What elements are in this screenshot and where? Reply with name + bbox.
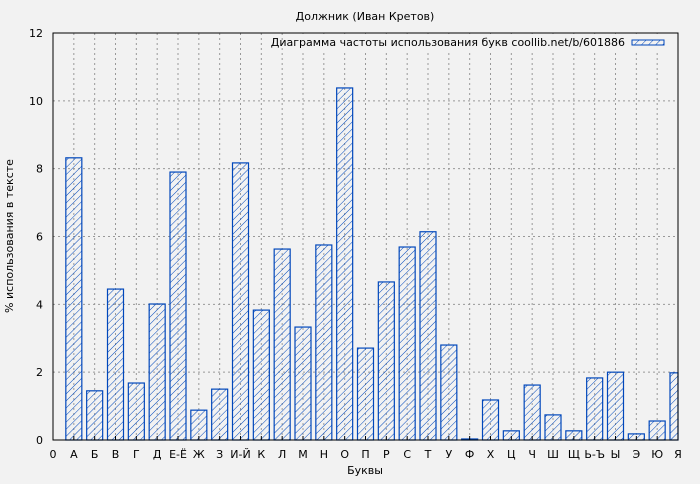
x-tick-label: Ь-Ъ: [584, 448, 605, 461]
x-tick-label: А: [70, 448, 78, 461]
x-tick-label: З: [216, 448, 223, 461]
x-tick-label: Ю: [651, 448, 663, 461]
bar-Б: [86, 390, 104, 441]
legend: Диаграмма частоты использования букв coo…: [271, 34, 676, 50]
plot-frame: [52, 32, 679, 441]
bar-Л: [273, 248, 291, 441]
x-tick-label: Я: [674, 448, 682, 461]
x-tick-label: Ц: [507, 448, 516, 461]
y-tick-label: 10: [29, 95, 43, 108]
x-tick-label: Ф: [465, 448, 474, 461]
bar-К: [252, 309, 270, 441]
x-tick-label: М: [298, 448, 308, 461]
y-tick-label: 0: [36, 434, 43, 447]
x-tick-label: Н: [320, 448, 328, 461]
y-tick-label: 2: [36, 366, 43, 379]
bar-И-Й: [231, 162, 250, 441]
x-tick-label: Х: [487, 448, 495, 461]
bar-Н: [315, 244, 333, 441]
x-tick-label: О: [340, 448, 349, 461]
legend-label: Диаграмма частоты использования букв coo…: [271, 36, 625, 49]
x-axis-label: Буквы: [347, 464, 383, 477]
x-tick-label: Ы: [611, 448, 621, 461]
x-tick-label: Ч: [528, 448, 536, 461]
x-tick-label: Г: [133, 448, 140, 461]
x-tick-label: Э: [632, 448, 640, 461]
x-tick-label: Щ: [568, 448, 580, 461]
bar-Д: [148, 303, 166, 441]
y-tick-label: 6: [36, 231, 43, 244]
bar-З: [211, 388, 229, 441]
legend-swatch: [631, 39, 665, 46]
y-tick-label: 12: [29, 27, 43, 40]
x-tick-label: П: [361, 448, 369, 461]
x-tick-label: У: [445, 448, 452, 461]
bar-Е-Ё: [169, 171, 187, 441]
x-tick-label: С: [403, 448, 411, 461]
x-tick-label: Е-Ё: [169, 448, 187, 461]
bar-М: [294, 326, 312, 441]
x-tick-label: Л: [278, 448, 286, 461]
x-tick-label: Ж: [193, 448, 205, 461]
bar-У: [440, 344, 458, 441]
bar-Ь-Ъ: [586, 377, 604, 441]
bar-А: [65, 157, 83, 441]
bar-П: [356, 347, 375, 441]
bar-Х: [481, 399, 500, 441]
bar-Т: [419, 231, 437, 441]
x-tick-label: К: [257, 448, 265, 461]
x-tick-label: 0: [50, 448, 57, 461]
bar-Р: [377, 281, 395, 441]
bar-О: [336, 87, 354, 441]
x-tick-label: Д: [153, 448, 162, 461]
x-tick-label: И-Й: [230, 448, 250, 461]
x-tick-label: Ш: [547, 448, 559, 461]
y-axis-label: % использования в тексте: [3, 159, 16, 313]
bar-Я: [669, 372, 679, 441]
x-tick-label: Б: [91, 448, 99, 461]
bar-С: [398, 246, 416, 441]
x-tick-label: В: [112, 448, 120, 461]
bar-В: [106, 288, 125, 441]
bar-Ы: [606, 371, 625, 441]
y-tick-label: 4: [36, 298, 43, 311]
y-tick-label: 8: [36, 163, 43, 176]
bar-Ж: [190, 409, 208, 441]
x-tick-label: Т: [424, 448, 432, 461]
bar-Ч: [523, 384, 541, 441]
chart-title: Должник (Иван Кретов): [296, 10, 435, 23]
x-tick-label: Р: [383, 448, 390, 461]
bar-Г: [127, 382, 145, 441]
